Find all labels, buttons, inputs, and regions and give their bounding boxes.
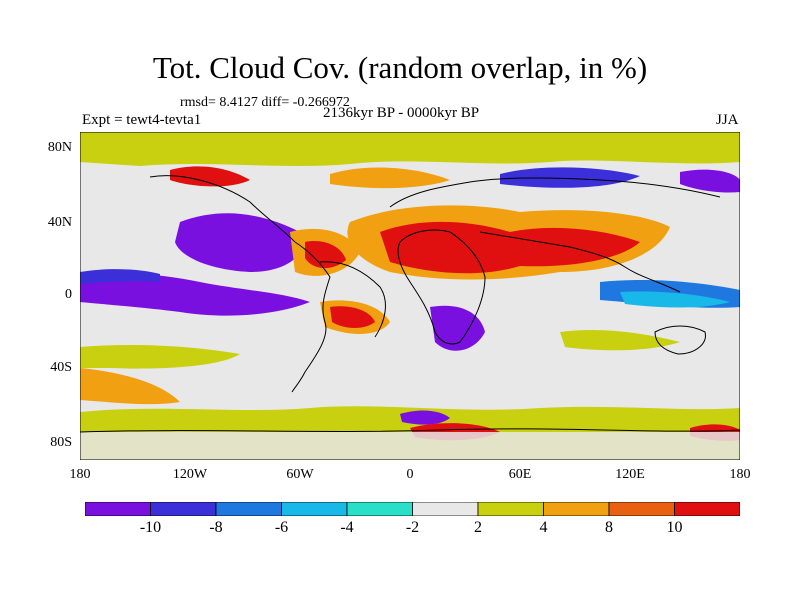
australia-coastline — [654, 325, 706, 355]
lat-label-0: 0 — [65, 287, 72, 302]
equatorial-blue-strip — [80, 269, 160, 284]
lat-label-80n: 80N — [47, 140, 72, 155]
south-america-red-core — [330, 306, 375, 328]
cloud-cover-map — [80, 132, 740, 460]
colorbar-tick-label: 2 — [474, 519, 482, 536]
lon-label-60e: 60E — [508, 467, 532, 482]
arctic-positive-band — [80, 132, 740, 166]
season-label: JJA — [716, 112, 739, 128]
caribbean-red-core — [305, 241, 346, 269]
colorbar-tick-label: -6 — [274, 519, 289, 536]
lon-label-120e: 120E — [615, 467, 645, 482]
colorbar-swatch — [281, 502, 348, 516]
africa-asia-red-band — [380, 221, 640, 274]
south-america-coastline — [319, 261, 386, 338]
east-pacific-purple-patch — [175, 213, 303, 272]
colorbar-swatch — [346, 502, 413, 516]
colorbar-swatch — [150, 502, 217, 516]
coastlines — [80, 175, 740, 433]
colorbar-swatch — [85, 502, 151, 516]
colorbar-tick-label: -8 — [209, 519, 223, 536]
lat-label-40n: 40N — [47, 215, 72, 230]
south-pacific-yellow-band — [80, 344, 240, 369]
colorbar-swatch — [412, 502, 479, 516]
south-pacific-orange-patch — [80, 368, 180, 405]
experiment-label: Expt = tewt4-tevta1 — [82, 112, 202, 128]
indian-ocean-yellow-band — [560, 330, 680, 351]
antarctica-coastline — [80, 428, 740, 433]
africa-coastline — [397, 229, 486, 345]
colorbar-tick-label: 10 — [666, 519, 683, 536]
colorbar-swatch — [215, 502, 282, 516]
equatorial-pacific-purple-band — [80, 273, 310, 316]
stats-text: rmsd= 8.4127 diff= -0.266972 — [180, 95, 350, 110]
lon-label-180e: 180 — [729, 467, 751, 482]
south-asia-coastline — [479, 231, 681, 293]
period-label: 2136kyr BP - 0000kyr BP — [323, 105, 480, 121]
colorbar-swatch — [674, 502, 740, 516]
colorbar-tick-label: 8 — [605, 519, 613, 536]
colorbar-swatch — [608, 502, 675, 516]
colorbar-tick-label: 4 — [539, 519, 548, 536]
west-pacific-cyan-band — [620, 291, 730, 308]
north-america-red-patch — [170, 166, 250, 187]
chart-title: Tot. Cloud Cov. (random overlap, in %) — [152, 50, 648, 85]
colorbar-swatch — [477, 502, 544, 516]
lon-label-180w: 180 — [69, 467, 91, 482]
lon-label-0: 0 — [406, 467, 414, 482]
colorbar-tick-label: -2 — [405, 519, 420, 536]
southern-africa-purple-patch — [430, 305, 485, 351]
antarctic-purple-patch — [400, 410, 450, 425]
lon-label-120w: 120W — [172, 467, 208, 482]
colorbar — [85, 502, 740, 516]
eurasia-north-coastline — [389, 177, 721, 208]
lat-label-80s: 80S — [50, 435, 72, 450]
lon-label-60w: 60W — [286, 467, 314, 482]
lat-label-40s: 40S — [50, 360, 72, 375]
colorbar-swatch — [543, 502, 610, 516]
map-panel — [80, 132, 740, 460]
north-pacific-purple-patch — [680, 169, 740, 193]
americas-coastline — [149, 175, 331, 393]
antarctic-interior — [80, 432, 740, 460]
colorbar-tick-label: -10 — [139, 519, 162, 536]
north-atlantic-orange-patch — [330, 167, 450, 189]
colorbar-tick-label: -4 — [340, 519, 354, 536]
siberia-blue-patch — [500, 167, 640, 188]
